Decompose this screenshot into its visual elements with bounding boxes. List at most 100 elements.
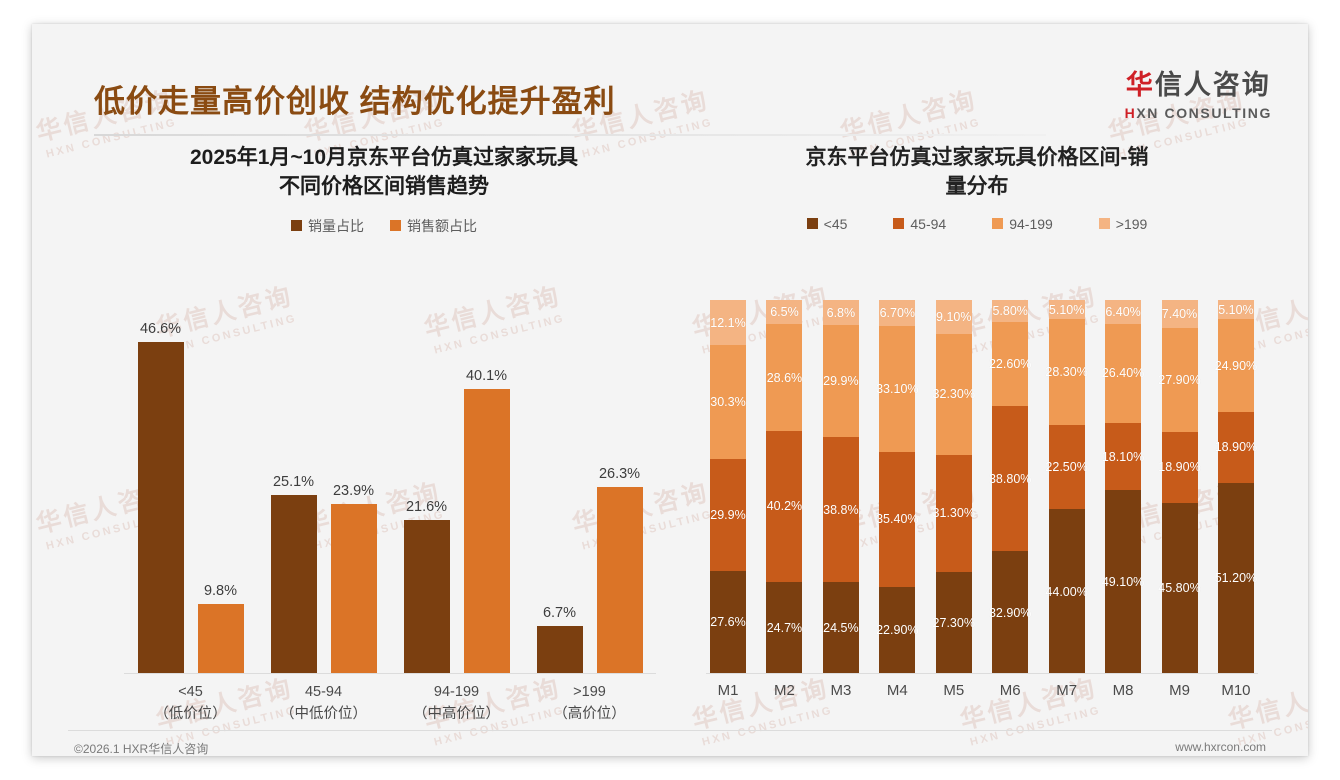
x-axis-category-sub: （中高价位） xyxy=(413,705,500,722)
stacked-bar-segment: 38.8% xyxy=(822,437,859,583)
bar-column[interactable]: 6.7% xyxy=(536,304,583,674)
bar-column[interactable]: 26.3% xyxy=(596,304,643,674)
right-x-axis-labels: M1 M2 M3 M4 M5 M6 M7 M8 M9 M10 xyxy=(706,682,1258,699)
stacked-bar-column[interactable]: 7.40% 27.90% 18.90% 45.80% xyxy=(1158,300,1201,674)
legend-item-right-0[interactable]: <45 xyxy=(806,216,847,232)
stacked-bar-segment: 29.9% xyxy=(710,458,746,571)
stacked-segment-label: 35.40% xyxy=(876,512,919,527)
bar-value-label: 25.1% xyxy=(272,474,315,491)
stacked-bar-segment: 6.70% xyxy=(879,300,916,326)
stacked-segment-label: 33.10% xyxy=(876,381,919,396)
x-axis-month-label: M3 xyxy=(830,682,852,699)
bar-value-label: 21.6% xyxy=(405,499,448,516)
bar-value-label: 46.6% xyxy=(139,321,182,338)
slide-header: 低价走量高价创收 结构优化提升盈利 华信人咨询 HXN CONSULTING xyxy=(32,24,1308,140)
legend-swatch-icon xyxy=(992,218,1004,230)
stacked-segment-label: 6.8% xyxy=(826,305,856,320)
stacked-segment-label: 6.5% xyxy=(770,305,799,320)
bar-group: 6.7% 26.3% xyxy=(536,304,643,674)
legend-item-right-1[interactable]: 45-94 xyxy=(893,216,946,232)
stacked-segment-label: 28.30% xyxy=(1045,365,1088,380)
stacked-segment-label: 18.10% xyxy=(1101,449,1145,464)
x-axis-month-label: M6 xyxy=(999,682,1021,699)
x-axis-month-label: M7 xyxy=(1056,682,1078,699)
legend-item-right-3[interactable]: >199 xyxy=(1098,216,1147,232)
bar-column[interactable]: 40.1% xyxy=(463,304,510,674)
bar-rect xyxy=(463,388,510,674)
bar-column[interactable]: 9.8% xyxy=(197,304,244,674)
legend-swatch-icon xyxy=(893,218,905,230)
bar-column[interactable]: 25.1% xyxy=(270,304,317,674)
bar-group: 25.1% 23.9% xyxy=(270,304,377,674)
x-axis-month-label: M2 xyxy=(774,682,795,699)
stacked-segment-label: 24.5% xyxy=(823,621,859,636)
legend-label: 销量占比 xyxy=(308,217,364,234)
legend-item-left-1[interactable]: 销售额占比 xyxy=(390,216,477,236)
stacked-bar-column[interactable]: 5.80% 22.60% 38.80% 32.90% xyxy=(989,300,1031,674)
footer-copyright: ©2026.1 HXR华信人咨询 xyxy=(74,742,209,756)
stacked-bar-segment: 5.80% xyxy=(992,300,1029,322)
x-axis-month-label: M9 xyxy=(1169,682,1190,699)
stacked-bar-segment: 26.40% xyxy=(1102,323,1144,423)
chart-panel-left: 2025年1月~10月京东平台仿真过家家玩具 不同价格区间销售趋势 销量占比 销售… xyxy=(94,144,674,724)
stacked-bar-segment: 28.30% xyxy=(1045,319,1088,426)
bar-column[interactable]: 23.9% xyxy=(330,304,377,674)
stacked-segment-label: 32.30% xyxy=(932,387,975,402)
legend-item-right-2[interactable]: 94-199 xyxy=(992,216,1053,232)
legend-label: 销售额占比 xyxy=(407,217,477,234)
stacked-segment-label: 22.50% xyxy=(1045,460,1088,475)
stacked-bar-segment: 6.5% xyxy=(766,300,803,325)
stacked-segment-label: 5.80% xyxy=(992,303,1028,318)
stacked-bar-segment: 44.00% xyxy=(1045,509,1088,674)
brand-en-rest: XN CONSULTING xyxy=(1136,105,1272,121)
page-title: 低价走量高价创收 结构优化提升盈利 xyxy=(94,84,616,119)
stacked-bar-column[interactable]: 5.10% 24.90% 18.90% 51.20% xyxy=(1214,300,1258,674)
stacked-bar-column[interactable]: 6.70% 33.10% 35.40% 22.90% xyxy=(876,300,919,674)
bar-rect xyxy=(330,503,377,674)
slide-canvas: 华信人咨询 HXN CONSULTING 华信人咨询 HXN CONSULTING 华信… xyxy=(32,24,1308,756)
stacked-bar-segment: 22.90% xyxy=(876,586,919,674)
stacked-bar-segment: 18.10% xyxy=(1101,422,1145,491)
stacked-bar-segment: 18.90% xyxy=(1158,432,1201,503)
stacked-bar-segment: 29.9% xyxy=(822,325,859,438)
stacked-bar-segment: 24.7% xyxy=(766,581,803,674)
left-chart-legend: 销量占比 销售额占比 xyxy=(94,216,674,236)
stacked-segment-label: 6.70% xyxy=(879,305,916,320)
legend-swatch-icon xyxy=(390,220,401,232)
right-chart-title-line1: 京东平台仿真过家家玩具价格区间-销 xyxy=(805,146,1149,169)
stacked-segment-label: 7.40% xyxy=(1161,306,1198,321)
brand-logo: 华信人咨询 HXN CONSULTING xyxy=(1125,72,1272,121)
stacked-bar-segment: 6.40% xyxy=(1105,300,1142,324)
x-axis-category: 94-199 （中高价位） xyxy=(402,682,512,726)
stacked-bar-column[interactable]: 9.10% 32.30% 31.30% 27.30% xyxy=(932,300,975,674)
x-axis-category-sub: （低价位） xyxy=(154,705,227,722)
bar-value-label: 23.9% xyxy=(332,482,375,499)
legend-swatch-icon xyxy=(806,218,818,230)
stacked-bar-segment: 35.40% xyxy=(876,451,919,587)
stacked-bar-segment: 6.8% xyxy=(822,300,859,326)
stacked-bar-column[interactable]: 6.8% 29.9% 38.8% 24.5% xyxy=(822,300,859,674)
legend-item-left-0[interactable]: 销量占比 xyxy=(291,216,364,236)
stacked-segment-label: 9.10% xyxy=(936,310,972,325)
stacked-segment-label: 29.9% xyxy=(823,374,859,389)
stacked-bar-column[interactable]: 6.40% 26.40% 18.10% 49.10% xyxy=(1101,300,1145,674)
stacked-segment-label: 12.1% xyxy=(710,315,746,330)
stacked-bar-column[interactable]: 5.10% 28.30% 22.50% 44.00% xyxy=(1045,300,1088,674)
bar-value-label: 6.7% xyxy=(542,605,577,622)
stacked-segment-label: 5.10% xyxy=(1048,302,1085,317)
stacked-segment-label: 28.6% xyxy=(766,370,803,385)
right-chart-title: 京东平台仿真过家家玩具价格区间-销 量分布 xyxy=(682,144,1272,202)
bar-rect xyxy=(536,626,583,674)
stacked-bar-column[interactable]: 6.5% 28.6% 40.2% 24.7% xyxy=(766,300,803,674)
stacked-bar-segment: 22.60% xyxy=(989,321,1031,407)
bar-column[interactable]: 21.6% xyxy=(403,304,450,674)
x-axis-category-main: 45-94 xyxy=(304,684,343,700)
bar-group: 46.6% 9.8% xyxy=(137,304,244,674)
bar-column[interactable]: 46.6% xyxy=(137,304,184,674)
stacked-segment-label: 27.6% xyxy=(710,615,746,630)
stacked-bar-column[interactable]: 12.1% 30.3% 29.9% 27.6% xyxy=(710,300,746,674)
stacked-segment-label: 5.10% xyxy=(1218,302,1254,317)
x-axis-category-main: 94-199 xyxy=(433,684,480,700)
bar-group: 21.6% 40.1% xyxy=(403,304,510,674)
stacked-segment-label: 18.90% xyxy=(1214,440,1258,455)
